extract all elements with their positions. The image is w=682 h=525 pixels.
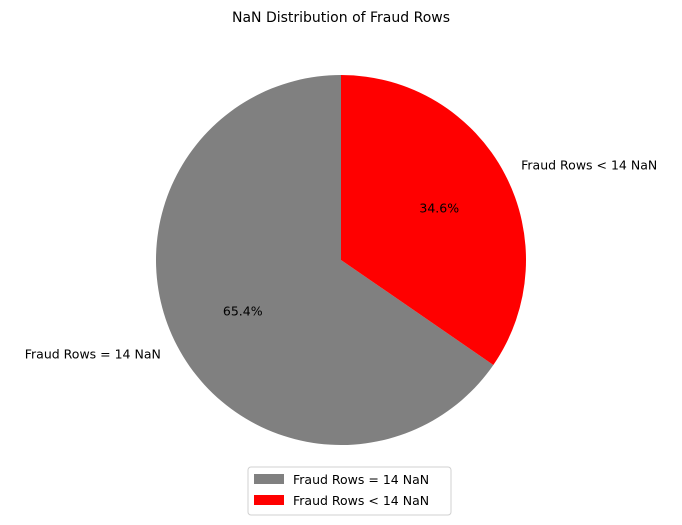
legend-swatch-red — [254, 495, 284, 505]
legend-entry-less: Fraud Rows < 14 NaN — [293, 493, 429, 508]
pct-label-less: 34.6% — [419, 200, 459, 215]
pct-label-equal: 65.4% — [223, 304, 263, 319]
slice-fraud-rows-equal-14 — [156, 75, 494, 445]
legend-swatch-gray — [254, 474, 284, 484]
legend-frame — [247, 466, 452, 516]
legend-entry-equal: Fraud Rows = 14 NaN — [293, 472, 429, 487]
legend: Fraud Rows = 14 NaN Fraud Rows < 14 NaN — [247, 466, 452, 516]
label-fraud-rows-less-14: Fraud Rows < 14 NaN — [521, 157, 657, 172]
pie-slices — [156, 75, 527, 445]
chart-title: NaN Distribution of Fraud Rows — [232, 10, 450, 26]
slice-fraud-rows-less-14 — [341, 75, 527, 365]
label-fraud-rows-equal-14: Fraud Rows = 14 NaN — [25, 347, 161, 362]
pie-labels: Fraud Rows = 14 NaN 65.4% Fraud Rows < 14 … — [25, 157, 657, 361]
